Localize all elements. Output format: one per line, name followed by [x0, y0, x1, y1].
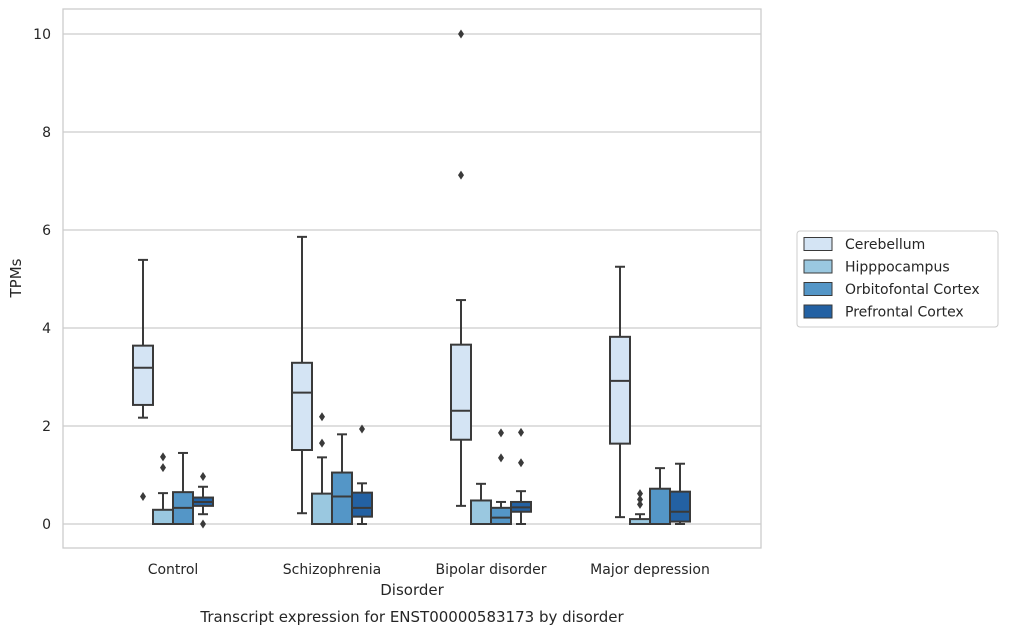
- legend-entry: Orbitofontal Cortex: [845, 282, 980, 298]
- legend: Cerebellum Hipppocampus Orbitofontal Corte…: [796, 230, 999, 328]
- box-orbitofontal-cortex: [649, 467, 671, 525]
- x-axis-label: Disorder: [380, 581, 444, 599]
- outlier-point: [458, 170, 464, 180]
- box-prefrontal-cortex: [510, 427, 532, 525]
- box-orbitofontal-cortex: [331, 433, 353, 525]
- x-tick-label: Major depression: [590, 562, 710, 578]
- y-axis-label: TPMs: [7, 258, 25, 298]
- box-cerebellum: [132, 258, 154, 502]
- box-iqr: [649, 487, 671, 525]
- outlier-point: [498, 428, 504, 438]
- y-tick-label: 10: [33, 27, 51, 43]
- box-iqr: [152, 508, 174, 526]
- box-hipppocampus: [152, 452, 174, 526]
- box-orbitofontal-cortex: [490, 428, 512, 525]
- legend-swatch: [803, 304, 833, 319]
- box-iqr: [490, 506, 512, 525]
- outlier-point: [637, 489, 643, 499]
- outlier-point: [518, 458, 524, 468]
- outlier-point: [200, 471, 206, 481]
- y-tick-label: 2: [42, 419, 51, 435]
- plot-frame: [62, 8, 762, 549]
- legend-entry: Cerebellum: [845, 237, 925, 253]
- box-iqr: [311, 492, 333, 525]
- outlier-point: [518, 427, 524, 437]
- box-iqr: [132, 344, 154, 406]
- outlier-point: [637, 499, 643, 509]
- outlier-point: [200, 519, 206, 529]
- outlier-point: [140, 492, 146, 502]
- box-orbitofontal-cortex: [172, 451, 194, 525]
- gridlines: [63, 33, 761, 525]
- box-iqr: [331, 471, 353, 525]
- y-tick-label: 4: [42, 321, 51, 337]
- box-hipppocampus: [470, 482, 492, 526]
- box-cerebellum: [450, 29, 472, 507]
- box-iqr: [291, 361, 313, 452]
- box-cerebellum: [609, 265, 631, 519]
- box-cerebellum: [291, 235, 313, 515]
- legend-frame: [796, 230, 999, 328]
- outlier-point: [637, 495, 643, 504]
- box-hipppocampus: [311, 412, 333, 525]
- outlier-point: [319, 438, 325, 448]
- outlier-point: [498, 453, 504, 463]
- y-tick-label: 6: [42, 223, 51, 239]
- y-tick-label: 0: [42, 517, 51, 533]
- chart-caption: Transcript expression for ENST0000058317…: [199, 608, 624, 626]
- box-prefrontal-cortex: [669, 462, 691, 525]
- box-iqr: [609, 335, 631, 445]
- box-groups: [132, 29, 691, 529]
- y-axis-ticks: 0 2 4 6 8 10: [33, 27, 51, 533]
- x-tick-label: Bipolar disorder: [435, 562, 546, 578]
- legend-entry: Prefrontal Cortex: [845, 305, 964, 321]
- outlier-point: [319, 412, 325, 422]
- legend-swatch: [803, 237, 833, 251]
- box-prefrontal-cortex: [351, 424, 373, 525]
- outlier-point: [160, 463, 166, 473]
- box-iqr: [470, 499, 492, 526]
- legend-entry: Hipppocampus: [845, 260, 950, 276]
- box-hipppocampus: [629, 489, 651, 525]
- box-prefrontal-cortex: [192, 471, 214, 529]
- y-tick-label: 8: [42, 125, 51, 141]
- x-axis-ticks: Control Schizophrenia Bipolar disorder Majo…: [148, 562, 710, 578]
- outlier-point: [160, 452, 166, 462]
- box-iqr: [351, 491, 373, 518]
- legend-swatch: [803, 282, 833, 296]
- x-tick-label: Control: [148, 562, 199, 578]
- legend-swatch: [803, 259, 833, 274]
- x-tick-label: Schizophrenia: [283, 562, 381, 578]
- box-iqr: [450, 343, 472, 441]
- outlier-point: [458, 29, 464, 39]
- outlier-point: [359, 424, 365, 434]
- box-iqr: [669, 490, 691, 523]
